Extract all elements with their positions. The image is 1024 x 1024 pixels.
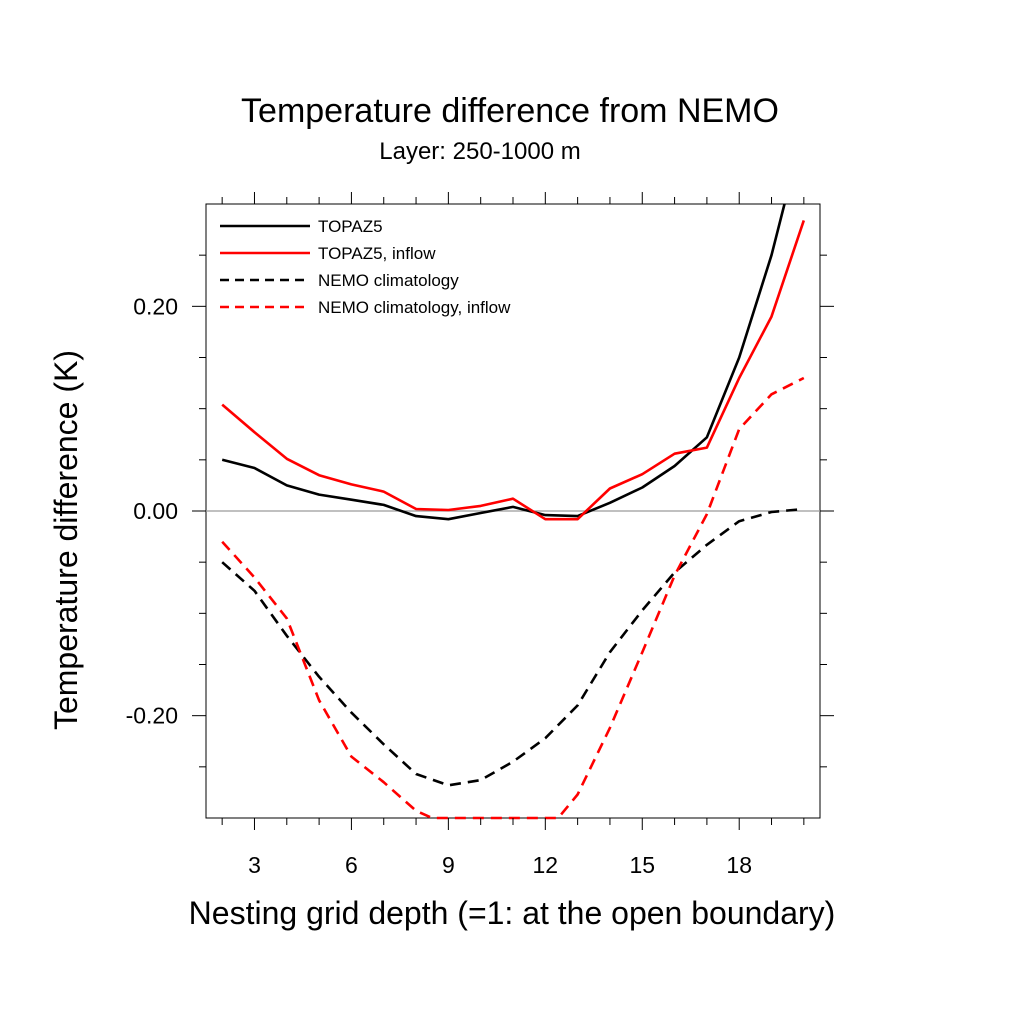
series-line-topaz5-inflow bbox=[221, 219, 806, 521]
series-lines bbox=[221, 203, 806, 820]
series-line-nemo-climatology bbox=[221, 507, 804, 787]
chart-title: Temperature difference from NEMO bbox=[241, 92, 779, 130]
legend-label-nemo-climatology: NEMO climatology bbox=[318, 271, 459, 290]
legend-label-topaz5: TOPAZ5 bbox=[318, 217, 383, 236]
legend: TOPAZ5 TOPAZ5, inflow NEMO climatology N… bbox=[220, 217, 511, 317]
y-tick-label: 0.00 bbox=[133, 498, 178, 524]
x-tick-label: 9 bbox=[442, 852, 455, 878]
chart-subtitle: Layer: 250-1000 m bbox=[379, 138, 580, 165]
x-tick-label: 12 bbox=[533, 852, 559, 878]
x-tick-label: 3 bbox=[248, 852, 261, 878]
series-line-nemo-climatology-inflow bbox=[221, 376, 805, 820]
legend-label-nemo-climatology-inflow: NEMO climatology, inflow bbox=[318, 298, 511, 317]
y-tick-label: 0.20 bbox=[133, 293, 178, 319]
series-line-topaz5 bbox=[221, 203, 786, 521]
y-axis-title: Temperature difference (K) bbox=[48, 350, 84, 730]
y-tick-label: -0.20 bbox=[126, 703, 178, 729]
x-tick-label: 15 bbox=[629, 852, 655, 878]
plot-area bbox=[192, 192, 834, 830]
x-tick-label: 6 bbox=[345, 852, 358, 878]
axis-ticks bbox=[192, 192, 834, 830]
tick-labels: 3 6 9 12 15 18 -0.20 0.00 0.20 bbox=[126, 293, 752, 878]
legend-label-topaz5-inflow: TOPAZ5, inflow bbox=[318, 244, 436, 263]
x-tick-label: 18 bbox=[726, 852, 752, 878]
x-axis-title: Nesting grid depth (=1: at the open boun… bbox=[189, 895, 836, 931]
